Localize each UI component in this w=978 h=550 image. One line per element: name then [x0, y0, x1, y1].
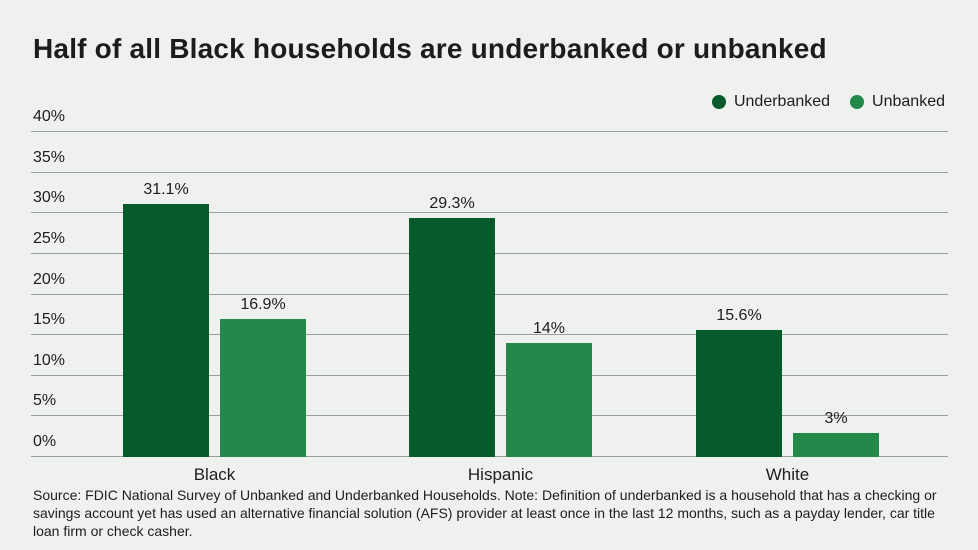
legend-swatch-underbanked-icon — [711, 95, 726, 109]
bar-unbanked-hispanic — [506, 343, 592, 457]
source-note: Source: FDIC National Survey of Unbanked… — [33, 487, 937, 539]
x-axis-label-white: White — [765, 465, 810, 484]
legend-label-unbanked: Unbanked — [872, 93, 945, 110]
x-axis-label-hispanic: Hispanic — [467, 465, 534, 484]
legend-label-underbanked: Underbanked — [733, 93, 831, 110]
y-tick-label: 15% — [33, 311, 66, 328]
bar-value-label: 29.3% — [429, 195, 475, 212]
legend-item-underbanked: Underbanked — [711, 93, 831, 111]
gridline — [31, 212, 948, 213]
y-tick-label: 25% — [33, 230, 66, 247]
y-tick-label: 30% — [33, 189, 66, 206]
gridline — [31, 131, 948, 132]
x-axis-label-black: Black — [193, 465, 236, 484]
y-tick-label: 20% — [33, 271, 66, 288]
bar-unbanked-black — [220, 319, 306, 457]
bar-underbanked-black — [123, 204, 209, 457]
bar-value-label: 31.1% — [143, 181, 189, 198]
legend: Underbanked Unbanked — [711, 93, 945, 111]
bar-value-label: 14% — [532, 320, 566, 337]
bar-value-label: 15.6% — [716, 307, 762, 324]
bar-underbanked-white — [696, 330, 782, 457]
y-tick-label: 35% — [33, 149, 66, 166]
y-tick-label: 10% — [33, 352, 66, 369]
y-tick-label: 40% — [33, 108, 66, 125]
bar-value-label: 16.9% — [240, 296, 286, 313]
bar-underbanked-hispanic — [409, 218, 495, 457]
y-tick-label: 0% — [33, 433, 57, 450]
chart-title: Half of all Black households are underba… — [33, 33, 827, 64]
y-tick-label: 5% — [33, 392, 57, 409]
gridline — [31, 172, 948, 173]
legend-item-unbanked: Unbanked — [850, 93, 945, 111]
plot-area: 40% 35% 30% 25% 20% 15% 10% 5% 0% 31.1% 16.9% Black… — [31, 108, 948, 484]
bar-value-label: 3% — [824, 410, 848, 427]
bar-unbanked-white — [793, 433, 879, 457]
legend-swatch-unbanked-icon — [850, 95, 865, 109]
